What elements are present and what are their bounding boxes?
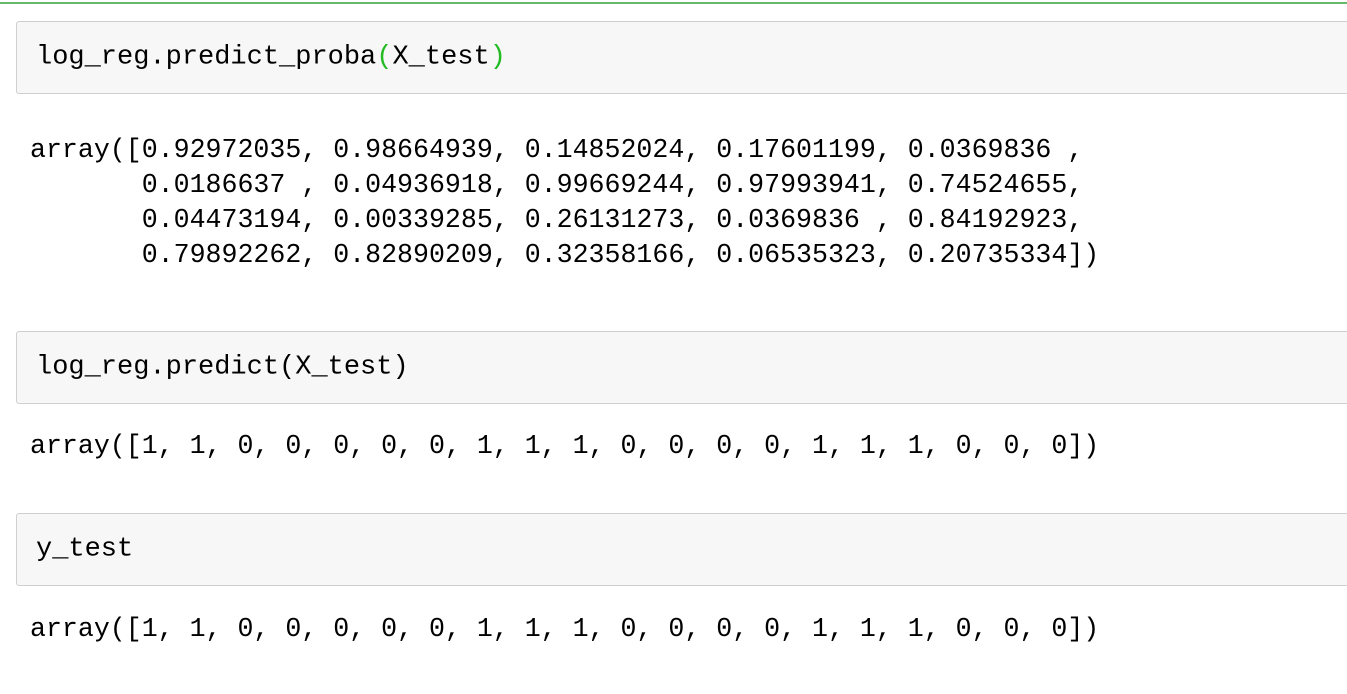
code-arg: X_test bbox=[392, 41, 490, 72]
matched-paren-close: ) bbox=[489, 41, 506, 72]
output-line: array([1, 1, 0, 0, 0, 0, 0, 1, 1, 1, 0, … bbox=[30, 431, 1100, 461]
selected-cell-indicator bbox=[0, 2, 1347, 4]
code-text: log_reg.predict(X_test) bbox=[36, 351, 409, 382]
code-fn: log_reg.predict_proba bbox=[36, 41, 377, 72]
code-cell-input-1[interactable]: log_reg.predict_proba(X_test) bbox=[16, 21, 1347, 94]
output-line: array([1, 1, 0, 0, 0, 0, 0, 1, 1, 1, 0, … bbox=[30, 614, 1100, 644]
output-line: 0.0186637 , 0.04936918, 0.99669244, 0.97… bbox=[30, 170, 1084, 200]
output-line: 0.79892262, 0.82890209, 0.32358166, 0.06… bbox=[30, 240, 1100, 270]
cell-output-2: array([1, 1, 0, 0, 0, 0, 0, 1, 1, 1, 0, … bbox=[30, 429, 1099, 464]
matched-paren-open: ( bbox=[376, 41, 393, 72]
code-text: y_test bbox=[36, 533, 134, 564]
code-cell-input-3[interactable]: y_test bbox=[16, 513, 1347, 586]
cell-output-3: array([1, 1, 0, 0, 0, 0, 0, 1, 1, 1, 0, … bbox=[30, 612, 1099, 647]
output-line: 0.04473194, 0.00339285, 0.26131273, 0.03… bbox=[30, 205, 1084, 235]
code-cell-input-2[interactable]: log_reg.predict(X_test) bbox=[16, 331, 1347, 404]
cell-output-1: array([0.92972035, 0.98664939, 0.1485202… bbox=[30, 133, 1099, 273]
output-line: array([0.92972035, 0.98664939, 0.1485202… bbox=[30, 135, 1084, 165]
code-text: log_reg.predict_proba(X_test) bbox=[36, 42, 506, 72]
